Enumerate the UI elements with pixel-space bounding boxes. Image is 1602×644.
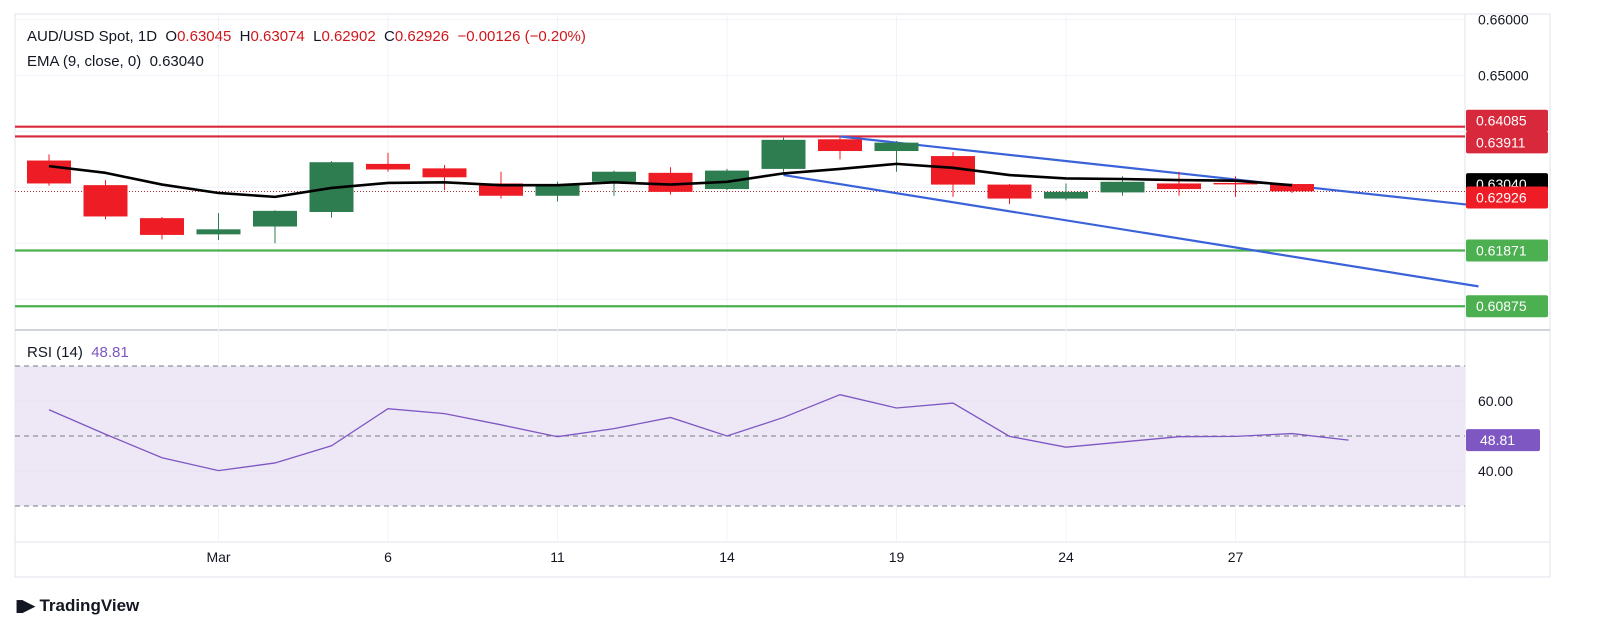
open-label: O (165, 28, 178, 45)
time-tick-label: 19 (889, 549, 905, 565)
candle (196, 213, 241, 240)
support-level-tag (1466, 295, 1548, 318)
candle (1157, 171, 1201, 196)
candle-body (366, 163, 410, 170)
chart-frame-border (14, 13, 1551, 578)
low-label: L (313, 28, 322, 45)
candle (366, 152, 410, 172)
change-value: −0.00126 (457, 28, 521, 45)
high-value: 0.63074 (250, 28, 305, 45)
candle-body (253, 210, 297, 227)
time-axis[interactable]: Mar 6 11 14 19 24 27 (206, 549, 1243, 565)
candle (987, 184, 1032, 205)
time-tick-label: 14 (719, 549, 735, 565)
candle (27, 154, 71, 186)
brand-name: TradingView (39, 596, 140, 615)
tradingview-logo[interactable]: ▮▶ TradingView (15, 596, 139, 616)
candle-body (987, 184, 1032, 199)
candle-body (27, 160, 71, 184)
candle (874, 140, 919, 172)
candle-body (140, 218, 184, 235)
time-tick-label: 6 (384, 549, 392, 565)
candle-body (1100, 181, 1145, 193)
candle (705, 168, 749, 191)
candle-body (1044, 191, 1088, 199)
time-tick-label: 11 (550, 549, 565, 565)
price-legend: AUD/USD Spot, 1D O0.63045 H0.63074 L0.62… (27, 28, 586, 45)
rsi-tick-label: 60.00 (1478, 393, 1513, 409)
candle (253, 210, 297, 244)
rsi-value: 48.81 (91, 344, 129, 361)
support-level-tag (1466, 239, 1548, 262)
resistance-level-tag (1466, 131, 1548, 154)
ema-line-group (48, 162, 1293, 199)
rsi-last-tag (1466, 429, 1540, 452)
rsi-line (48, 394, 1349, 472)
channel-trendline (783, 173, 1479, 288)
resistance-level-tag-label: 0.63911 (1476, 134, 1526, 150)
candle-body (761, 139, 806, 169)
ema-line (48, 162, 1293, 199)
candle (83, 180, 128, 220)
candle-body (648, 172, 693, 192)
candle-body (874, 142, 919, 152)
tradingview-logo-icon: ▮▶ (15, 596, 35, 615)
close-label: C (384, 28, 395, 45)
time-tick-label: Mar (206, 549, 230, 565)
last-price-tag-label: 0.62926 (1476, 190, 1527, 206)
change-percent: (−0.20%) (524, 28, 586, 45)
price-tick-label: 0.65000 (1478, 68, 1529, 84)
candle-body (1270, 184, 1314, 192)
candle (1044, 183, 1088, 201)
candle-body (1213, 182, 1258, 185)
horizontal-levels (15, 125, 1465, 308)
channel-trendline (839, 135, 1479, 207)
resistance-level-tag-label: 0.64085 (1476, 113, 1527, 129)
ema-label: EMA (9, close, 0) (27, 53, 142, 70)
candle (422, 165, 467, 191)
open-value: 0.63045 (177, 28, 232, 45)
high-label: H (239, 28, 251, 45)
ema-value: 0.63040 (149, 53, 204, 70)
support-level-tag-label: 0.60875 (1476, 298, 1527, 314)
interval: 1D (137, 28, 158, 45)
rsi-tick-label: 40.00 (1478, 463, 1513, 479)
last-price-tag (1466, 186, 1548, 209)
candle-body (479, 183, 523, 196)
candle-body (818, 139, 862, 152)
candle-body (422, 168, 467, 178)
candle-body (83, 185, 128, 217)
candle (818, 136, 862, 160)
price-axis[interactable]: 0.660000.650000.640850.639110.630400.629… (1466, 12, 1548, 318)
candle (761, 137, 806, 172)
rsi-legend[interactable]: RSI (14) 48.81 (27, 344, 129, 361)
rsi-last-tag-label: 48.81 (1480, 432, 1515, 448)
resistance-level-tag (1466, 109, 1548, 132)
candle (140, 217, 184, 240)
time-tick-label: 27 (1228, 549, 1244, 565)
candle-body (592, 171, 636, 182)
support-level-tag-label: 0.61871 (1476, 243, 1527, 259)
price-tick-label: 0.66000 (1478, 12, 1529, 28)
close-value: 0.62926 (394, 28, 450, 45)
rsi-label: RSI (14) (27, 344, 83, 361)
symbol-name[interactable]: AUD/USD Spot (27, 28, 130, 45)
candle-body (196, 229, 241, 235)
ema-legend[interactable]: EMA (9, close, 0) 0.63040 (27, 53, 204, 70)
descending-channel (783, 135, 1479, 288)
rsi-axis[interactable]: 60.00 40.00 48.81 (1466, 393, 1540, 479)
candle-body (535, 184, 580, 196)
candle (931, 152, 975, 197)
time-tick-label: 24 (1058, 549, 1074, 565)
candlestick-series (27, 136, 1314, 244)
candle-body (705, 170, 749, 190)
low-value: 0.62902 (321, 28, 376, 45)
rsi-pane (15, 365, 1465, 507)
candle (648, 167, 693, 195)
candle-body (1157, 183, 1201, 190)
